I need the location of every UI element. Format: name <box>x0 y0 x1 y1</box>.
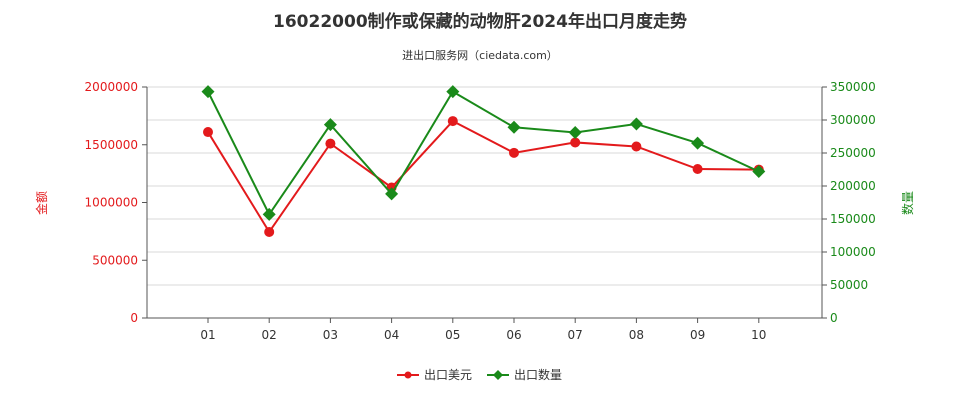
series-1-point-0 <box>201 85 215 99</box>
series-0-point-8 <box>692 164 703 175</box>
series-1-point-7 <box>629 117 643 131</box>
right-tick-label-2: 100000 <box>830 245 876 259</box>
x-tick-label-1: 02 <box>262 328 277 342</box>
series-0-point-0 <box>203 127 213 138</box>
chart-subtitle: 进出口服务网（ciedata.com） <box>402 48 558 62</box>
x-tick-label-3: 04 <box>384 328 399 342</box>
x-tick-label-7: 08 <box>629 328 644 342</box>
series-1-point-3 <box>385 187 399 201</box>
x-tick-label-9: 10 <box>751 328 766 342</box>
series-1-point-2 <box>323 118 337 132</box>
series-1-point-8 <box>691 136 705 150</box>
right-tick-label-5: 250000 <box>830 146 876 160</box>
legend: 出口美元 出口数量 <box>397 367 562 382</box>
axes <box>146 87 823 319</box>
series-layer <box>201 85 766 237</box>
legend-label-0: 出口美元 <box>424 368 472 382</box>
series-1 <box>201 85 766 221</box>
x-axis-ticks: 01 02 03 04 05 06 07 08 09 10 <box>200 318 766 342</box>
series-1-point-9 <box>752 164 766 178</box>
x-tick-label-6: 07 <box>568 328 583 342</box>
series-1-point-6 <box>568 126 582 140</box>
left-axis-label: 金额 <box>34 191 49 215</box>
chart-title: 16022000制作或保藏的动物肝2024年出口月度走势 <box>273 11 687 32</box>
series-0-point-6 <box>570 137 581 148</box>
right-tick-label-1: 50000 <box>830 278 868 292</box>
left-tick-label-2: 1000000 <box>85 196 138 210</box>
legend-label-1: 出口数量 <box>514 367 562 382</box>
x-tick-label-0: 01 <box>200 328 215 342</box>
series-0-point-4 <box>447 116 458 127</box>
x-tick-label-5: 06 <box>506 328 521 342</box>
x-tick-label-2: 03 <box>323 328 338 342</box>
right-tick-label-6: 300000 <box>830 113 876 127</box>
left-axis-ticks: 0 500000 1000000 1500000 2000000 <box>85 80 147 325</box>
x-tick-label-8: 09 <box>690 328 705 342</box>
left-tick-label-1: 500000 <box>92 253 138 267</box>
series-0 <box>203 116 764 237</box>
legend-marker-1 <box>493 370 503 380</box>
left-tick-label-3: 1500000 <box>85 138 138 152</box>
right-tick-label-7: 350000 <box>830 80 876 94</box>
left-tick-label-0: 0 <box>130 311 138 325</box>
right-tick-label-3: 150000 <box>830 212 876 226</box>
grid-lines <box>147 86 822 319</box>
series-0-line <box>207 119 759 234</box>
right-axis-label: 数量 <box>900 191 915 215</box>
left-tick-label-4: 2000000 <box>85 80 138 94</box>
right-axis-ticks: 0 50000 100000 150000 200000 250000 300000 3500… <box>822 80 876 325</box>
right-tick-label-0: 0 <box>830 311 838 325</box>
series-0-point-1 <box>264 226 275 237</box>
series-0-point-7 <box>631 141 642 152</box>
right-tick-label-4: 200000 <box>830 179 876 193</box>
series-1-point-5 <box>507 120 521 134</box>
x-tick-label-4: 05 <box>445 328 460 342</box>
series-0-point-5 <box>509 147 519 158</box>
series-0-point-2 <box>325 138 336 149</box>
series-1-line <box>207 90 760 217</box>
legend-marker-0 <box>404 371 412 379</box>
series-1-point-4 <box>446 85 460 99</box>
series-1-point-1 <box>262 207 276 221</box>
